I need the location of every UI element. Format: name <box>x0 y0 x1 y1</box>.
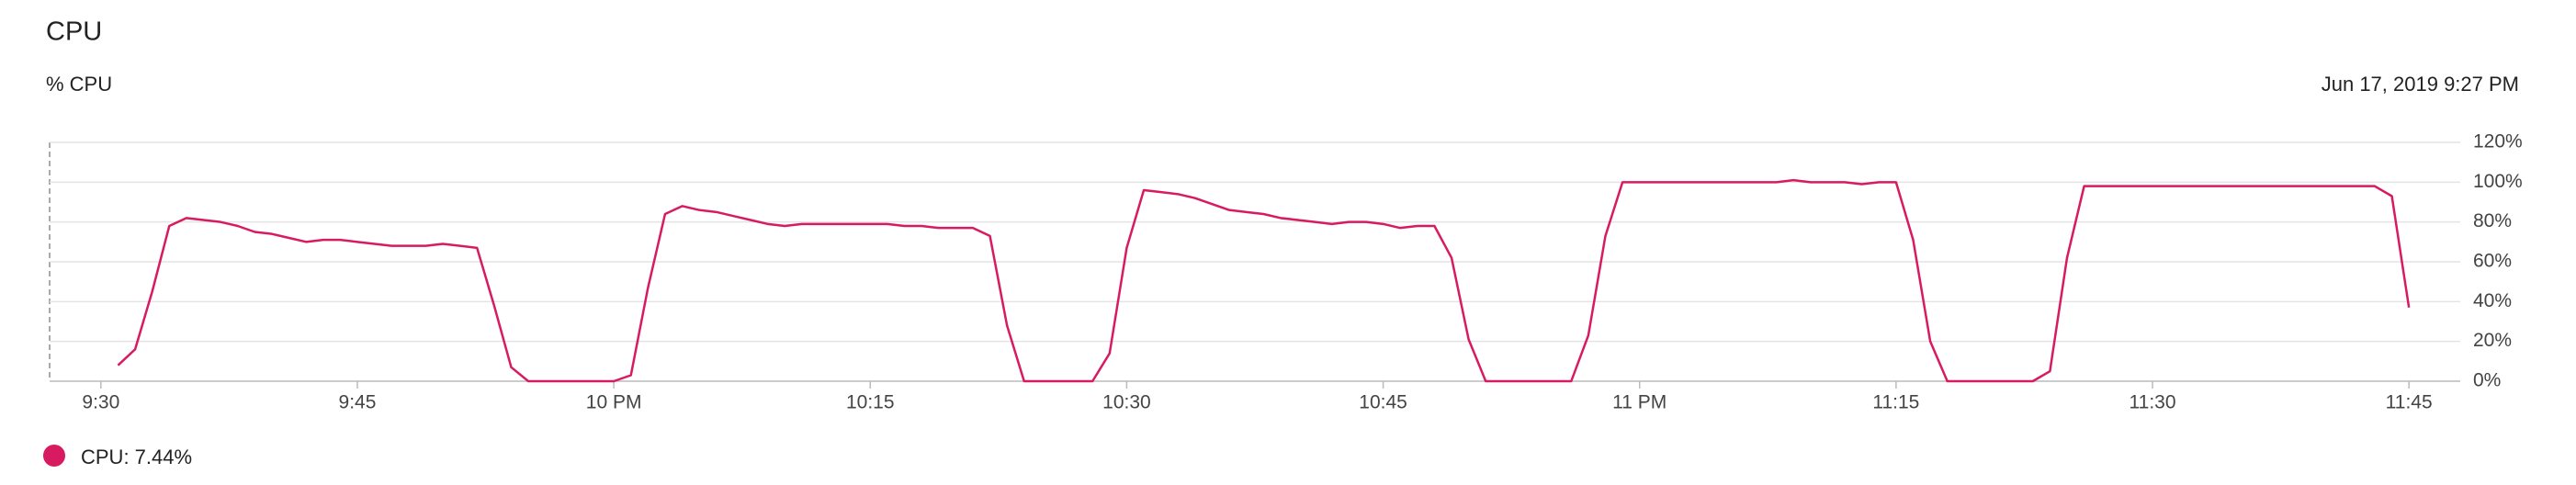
chart-title: CPU <box>46 17 102 47</box>
x-tick-label: 9:45 <box>339 392 377 413</box>
x-tick-label: 11:30 <box>2130 392 2176 413</box>
x-tick-label: 10:30 <box>1102 392 1151 413</box>
legend-label: CPU: 7.44% <box>81 446 192 468</box>
y-tick-label: 20% <box>2473 330 2512 351</box>
legend-swatch <box>43 445 65 467</box>
x-tick-label: 11 PM <box>1612 392 1666 413</box>
x-tick-label: 10:45 <box>1359 392 1407 413</box>
x-tick-label: 11:15 <box>1872 392 1919 413</box>
y-tick-label: 60% <box>2473 251 2512 272</box>
x-tick-label: 10:15 <box>846 392 895 413</box>
y-tick-label: 0% <box>2473 370 2501 391</box>
cpu-line <box>117 178 2411 383</box>
x-tick-label: 10 PM <box>586 392 642 413</box>
x-tick-label: 11:45 <box>2386 392 2433 413</box>
y-tick-label: 40% <box>2473 290 2512 311</box>
y-tick-label: 80% <box>2473 210 2512 231</box>
chart-subtitle: % CPU <box>46 73 112 96</box>
y-tick-label: 100% <box>2473 171 2523 192</box>
y-tick-label: 120% <box>2473 131 2523 152</box>
timestamp: Jun 17, 2019 9:27 PM <box>2322 73 2519 96</box>
x-tick-label: 9:30 <box>82 392 119 413</box>
